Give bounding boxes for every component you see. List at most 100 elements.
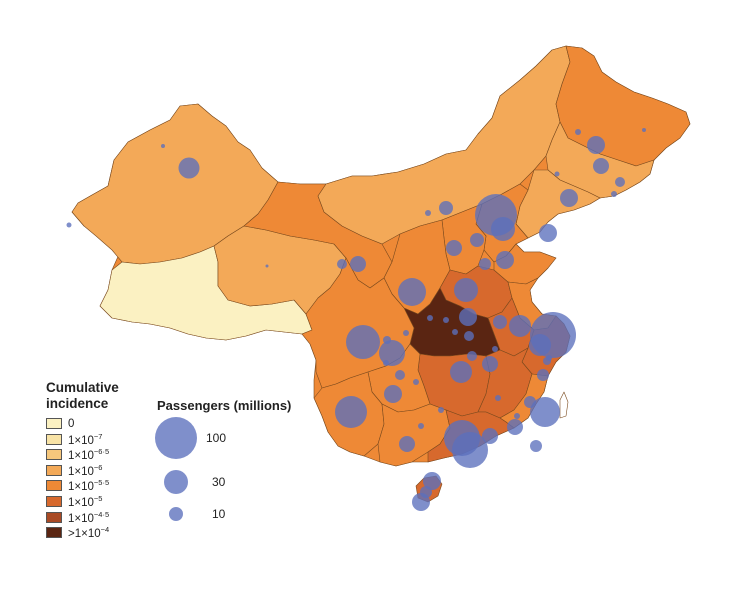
passenger-bubble <box>464 331 474 341</box>
incidence-legend-row: 1×10−4·5 <box>46 510 109 525</box>
passenger-bubble <box>383 336 391 344</box>
passenger-bubble <box>459 308 477 326</box>
passenger-bubble <box>383 360 389 366</box>
incidence-legend-row: 0 <box>46 417 74 430</box>
passenger-bubble <box>587 136 605 154</box>
passenger-bubble <box>438 407 444 413</box>
legend-bubble-10 <box>169 507 183 521</box>
passengers-legend-title: Passengers (millions) <box>157 398 292 413</box>
province-taiwan <box>559 391 569 419</box>
incidence-label: >1×10−4 <box>68 525 109 540</box>
province-heilongjiang <box>555 45 691 167</box>
incidence-legend-row: 1×10−5·5 <box>46 478 109 493</box>
incidence-label-exponent: −5·5 <box>93 478 110 488</box>
incidence-label-base: 1×10 <box>68 465 94 478</box>
passenger-bubble <box>575 129 581 135</box>
passenger-bubble <box>529 334 551 356</box>
incidence-label-exponent: −6 <box>93 462 103 472</box>
incidence-legend-row: 1×10−5 <box>46 494 102 509</box>
passenger-bubble <box>493 315 507 329</box>
incidence-label-base: 1×10 <box>68 450 94 463</box>
incidence-label-exponent: −5 <box>93 494 103 504</box>
incidence-label-base: 1×10 <box>68 481 94 494</box>
passenger-bubble <box>443 317 449 323</box>
incidence-label-exponent: −4 <box>100 525 110 535</box>
passenger-bubble <box>452 432 488 468</box>
incidence-swatch <box>46 449 62 461</box>
passenger-bubble <box>642 128 646 132</box>
incidence-swatch <box>46 527 62 539</box>
incidence-label-base: 1×10 <box>68 496 94 509</box>
passenger-bubble <box>492 346 498 352</box>
passenger-bubble <box>482 428 498 444</box>
passenger-bubble <box>399 436 415 452</box>
incidence-label-exponent: −7 <box>93 431 103 441</box>
passenger-bubble <box>482 356 498 372</box>
incidence-label-base: 1×10 <box>68 434 94 447</box>
passenger-bubble <box>507 419 523 435</box>
incidence-label: 1×10−6 <box>68 463 102 478</box>
passenger-bubbles <box>66 128 646 511</box>
incidence-label-exponent: −4·5 <box>93 509 110 519</box>
passenger-label-30: 30 <box>212 475 226 489</box>
incidence-swatch <box>46 418 62 429</box>
passenger-bubble <box>454 278 478 302</box>
incidence-legend-row: 1×10−6·5 <box>46 447 109 462</box>
passenger-bubble <box>452 329 458 335</box>
legend-bubble-30 <box>164 470 188 494</box>
passenger-bubble <box>425 210 431 216</box>
passenger-bubble <box>479 258 491 270</box>
passenger-bubble <box>413 379 419 385</box>
incidence-label-base: 1×10 <box>68 512 94 525</box>
incidence-swatch <box>46 511 62 523</box>
incidence-legend-row: 1×10−6 <box>46 463 102 478</box>
passenger-bubble <box>161 144 165 148</box>
incidence-label: 1×10−5·5 <box>68 478 109 493</box>
passenger-bubble <box>395 370 405 380</box>
passenger-bubble <box>496 251 514 269</box>
passenger-bubble <box>530 440 542 452</box>
passenger-bubble <box>350 256 366 272</box>
passenger-bubble <box>593 158 609 174</box>
passenger-bubble <box>439 201 453 215</box>
incidence-label: 1×10−5 <box>68 494 102 509</box>
passenger-bubble <box>335 396 367 428</box>
passenger-bubble <box>418 423 424 429</box>
passenger-bubble <box>615 177 625 187</box>
passenger-label-10: 10 <box>212 507 226 521</box>
incidence-legend-row: 1×10−7 <box>46 431 103 447</box>
incidence-label-exponent: −6·5 <box>93 447 110 457</box>
incidence-swatch <box>46 464 62 476</box>
passenger-bubble <box>403 330 409 336</box>
passenger-bubble <box>346 325 380 359</box>
passenger-bubble <box>446 240 462 256</box>
passenger-bubble <box>539 224 557 242</box>
passenger-bubble <box>384 385 402 403</box>
incidence-label: 1×10−6·5 <box>68 447 109 462</box>
passenger-bubble <box>265 264 269 268</box>
passenger-bubble <box>66 222 72 228</box>
passenger-bubble <box>611 191 617 197</box>
passenger-bubble <box>379 340 405 366</box>
incidence-legend-row: >1×10−4 <box>46 525 109 540</box>
passenger-bubble <box>491 217 515 241</box>
incidence-legend-title: Cumulative incidence <box>46 380 119 412</box>
incidence-label: 0 <box>68 418 74 430</box>
incidence-swatch <box>46 433 62 445</box>
passenger-bubble <box>530 397 560 427</box>
passenger-bubble <box>560 189 578 207</box>
legend-bubble-100 <box>155 417 197 459</box>
incidence-label-base: 0 <box>68 417 75 430</box>
passenger-bubble <box>337 259 347 269</box>
passenger-bubble <box>467 351 477 361</box>
passenger-bubble <box>423 472 441 490</box>
passenger-bubble <box>514 413 520 419</box>
passenger-bubble <box>537 369 549 381</box>
passenger-bubble <box>412 493 430 511</box>
passenger-bubble <box>495 395 501 401</box>
passenger-bubble <box>398 278 426 306</box>
passenger-bubble <box>546 355 552 361</box>
passenger-bubble <box>450 361 472 383</box>
incidence-label: 1×10−4·5 <box>68 510 109 525</box>
